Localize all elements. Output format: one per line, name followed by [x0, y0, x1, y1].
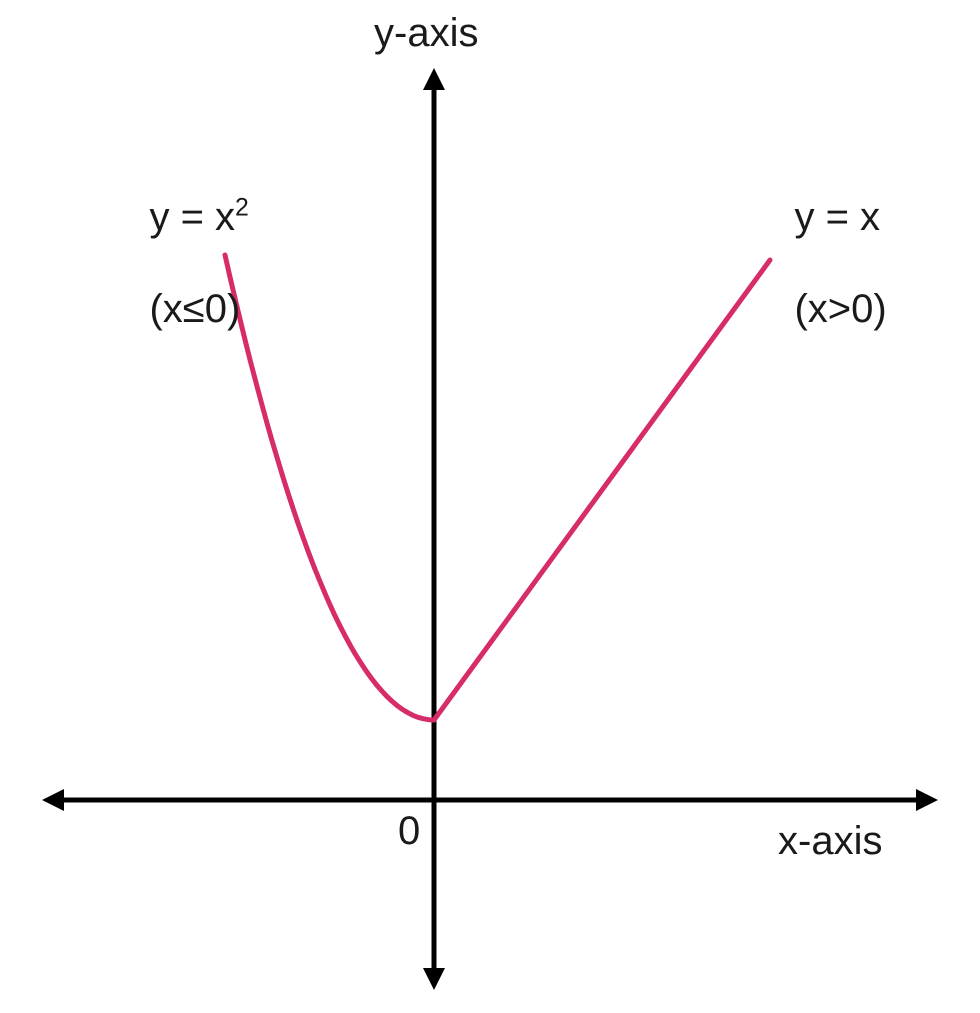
- line-label-line1: y = x: [794, 195, 880, 239]
- origin-label: 0: [398, 808, 420, 854]
- line-label-line2: (x>0): [794, 287, 886, 331]
- curves-group: [225, 255, 770, 720]
- x-axis-title: x-axis: [778, 818, 882, 864]
- parabola-curve-label: y = x2 (x≤0): [105, 148, 249, 378]
- parabola-label-sup: 2: [235, 195, 249, 222]
- chart-stage: y-axis x-axis 0 y = x2 (x≤0) y = x (x>0): [0, 0, 980, 1013]
- parabola-label-line2: (x≤0): [149, 287, 240, 331]
- parabola-label-line1: y = x: [149, 195, 235, 239]
- y-axis-title: y-axis: [374, 10, 478, 56]
- linear-curve-label: y = x (x>0): [750, 148, 887, 378]
